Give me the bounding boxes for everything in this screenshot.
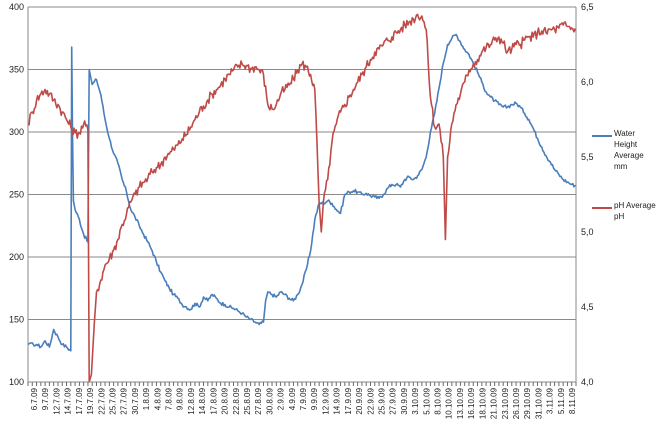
x-tick-label: 20.8.09 bbox=[221, 387, 230, 414]
x-tick-label: 5.11.09 bbox=[557, 387, 566, 414]
right-tick-label: 6,5 bbox=[581, 2, 594, 12]
x-tick-label: 17.8.09 bbox=[209, 387, 218, 414]
x-tick-label: 30.9.09 bbox=[400, 387, 409, 414]
x-tick-label: 7.8.09 bbox=[165, 387, 174, 410]
left-tick-label: 100 bbox=[9, 377, 24, 387]
x-tick-label: 4.8.09 bbox=[153, 387, 162, 410]
x-tick-label: 12.7.09 bbox=[52, 387, 61, 414]
x-tick-label: 14.9.09 bbox=[333, 387, 342, 414]
x-tick-label: 14.7.09 bbox=[64, 387, 73, 414]
x-tick-label: 7.9.09 bbox=[299, 387, 308, 410]
x-tick-label: 1.8.09 bbox=[142, 387, 151, 410]
x-tick-label: 17.9.09 bbox=[344, 387, 353, 414]
x-tick-label: 18.10.09 bbox=[478, 387, 487, 419]
left-tick-label: 250 bbox=[9, 190, 24, 200]
x-axis-tick-labels: 6.7.09 9.7.09 12.7.09 14.7.09 17.7.09 19.7.09… bbox=[30, 387, 577, 419]
x-tick-label: 25.8.09 bbox=[243, 388, 252, 415]
x-tick-label: 3.10.09 bbox=[411, 387, 420, 414]
x-tick-label: 6.7.09 bbox=[30, 387, 39, 410]
x-tick-label: 29.10.09 bbox=[523, 387, 532, 419]
left-tick-label: 350 bbox=[9, 65, 24, 75]
x-tick-label: 17.7.09 bbox=[75, 387, 84, 414]
x-tick-label: 23.10.09 bbox=[501, 387, 510, 419]
left-tick-label: 150 bbox=[9, 315, 24, 325]
x-tick-label: 5.10.09 bbox=[422, 387, 431, 414]
series-line-ph bbox=[27, 13, 577, 383]
x-tick-label: 12.9.09 bbox=[321, 387, 330, 414]
left-tick-label: 300 bbox=[9, 127, 24, 137]
axes bbox=[27, 7, 577, 386]
x-tick-label: 26.10.09 bbox=[512, 387, 521, 419]
right-tick-label: 4,0 bbox=[581, 377, 594, 387]
x-tick-label: 25.9.09 bbox=[378, 388, 387, 415]
x-tick-label: 22.8.09 bbox=[232, 388, 241, 415]
x-tick-label: 4.9.09 bbox=[288, 387, 297, 410]
x-tick-label: 13.10.09 bbox=[456, 387, 465, 419]
x-tick-label: 8.11.09 bbox=[568, 387, 577, 414]
x-tick-label: 12.8.09 bbox=[187, 387, 196, 414]
legend-label-ph: pH Average pH bbox=[614, 201, 656, 221]
left-tick-label: 200 bbox=[9, 252, 24, 262]
series-lines bbox=[27, 13, 577, 383]
x-tick-label: 8.10.09 bbox=[434, 387, 443, 414]
legend: Water Height Average mm pH Average pH bbox=[592, 129, 656, 221]
x-tick-label: 27.8.09 bbox=[254, 387, 263, 414]
x-tick-label: 14.8.09 bbox=[198, 387, 207, 414]
x-tick-label: 16.10.09 bbox=[467, 387, 476, 419]
x-tick-label: 9.8.09 bbox=[176, 387, 185, 410]
x-tick-label: 22.9.09 bbox=[366, 388, 375, 415]
x-tick-label: 30.8.09 bbox=[265, 387, 274, 414]
x-tick-label: 31.10.09 bbox=[534, 387, 543, 419]
right-axis-tick-labels: 4,0 4,5 5,0 5,5 6,0 6,5 bbox=[581, 2, 594, 387]
x-tick-label: 9.7.09 bbox=[41, 387, 50, 410]
x-tick-label: 21.10.09 bbox=[490, 387, 499, 419]
x-tick-label: 10.10.09 bbox=[445, 387, 454, 419]
right-tick-label: 4,5 bbox=[581, 302, 594, 312]
x-tick-label: 3.11.09 bbox=[546, 387, 555, 414]
x-tick-label: 30.7.09 bbox=[131, 387, 140, 414]
right-tick-label: 6,0 bbox=[581, 77, 594, 87]
right-tick-label: 5,5 bbox=[581, 152, 594, 162]
x-tick-label: 19.7.09 bbox=[86, 387, 95, 414]
left-axis-tick-labels: 100 150 200 250 300 350 400 bbox=[9, 2, 24, 387]
x-tick-label: 27.9.09 bbox=[389, 387, 398, 414]
legend-label-water-height: Water Height Average mm bbox=[614, 129, 644, 171]
x-tick-label: 25.7.09 bbox=[109, 388, 118, 415]
left-tick-label: 400 bbox=[9, 2, 24, 12]
right-tick-label: 5,0 bbox=[581, 227, 594, 237]
x-tick-label: 27.7.09 bbox=[120, 387, 129, 414]
x-tick-label: 9.9.09 bbox=[310, 387, 319, 410]
x-tick-label: 20.9.09 bbox=[355, 387, 364, 414]
gridlines bbox=[28, 6, 576, 383]
x-tick-label: 22.7.09 bbox=[97, 388, 106, 415]
series-line-water-height bbox=[27, 33, 577, 352]
x-tick-label: 2.9.09 bbox=[277, 387, 286, 410]
